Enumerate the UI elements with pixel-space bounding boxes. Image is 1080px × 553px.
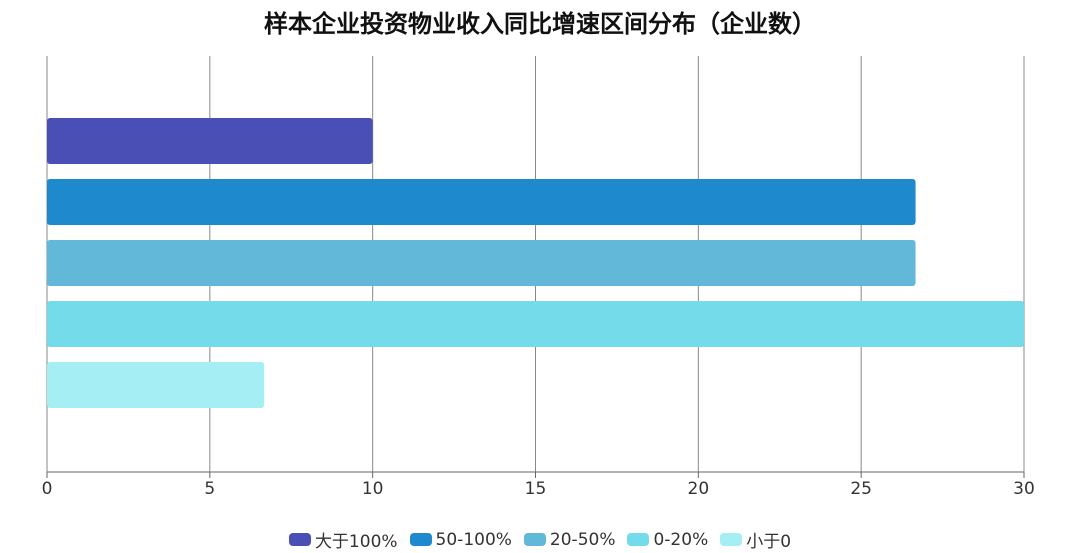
legend-swatch [523,533,546,546]
x-tick-label: 30 [1013,479,1035,499]
x-tick-label: 15 [525,479,547,499]
legend-label: 50-100% [435,529,512,550]
legend-label: 小于0 [746,532,792,552]
legend-item-1: 50-100% [409,529,512,550]
x-tick-label: 20 [688,479,710,499]
chart-title: 样本企业投资物业收入同比增速区间分布（企业数） [264,10,816,38]
bar-1 [47,179,916,225]
legend-swatch [409,533,432,546]
legend-swatch [720,533,743,546]
x-tick-label: 5 [204,479,215,499]
bar-2 [47,240,916,286]
legend-swatch [627,533,650,546]
legend-label: 0-20% [653,529,709,550]
x-axis: 0 5 10 15 20 25 30 [42,471,1035,499]
legend-label: 大于100% [314,532,398,552]
legend-item-3: 0-20% [627,530,708,550]
legend-item-2: 20-50% [523,529,616,550]
legend-label: 20-50% [549,529,616,550]
legend-item-0: 大于100% [288,527,398,552]
legend-item-4: 小于0 [720,527,791,552]
bar-4 [47,362,265,408]
x-tick-label: 10 [362,479,384,499]
bar-3 [47,301,1024,347]
legend-swatch [288,533,311,546]
legend: 大于100% 50-100% 20-50% 0-20% 小于0 [0,527,1080,552]
x-tick-label: 25 [850,479,872,499]
x-tick-label: 0 [42,479,53,499]
bars [47,118,1024,408]
bar-0 [47,118,373,164]
